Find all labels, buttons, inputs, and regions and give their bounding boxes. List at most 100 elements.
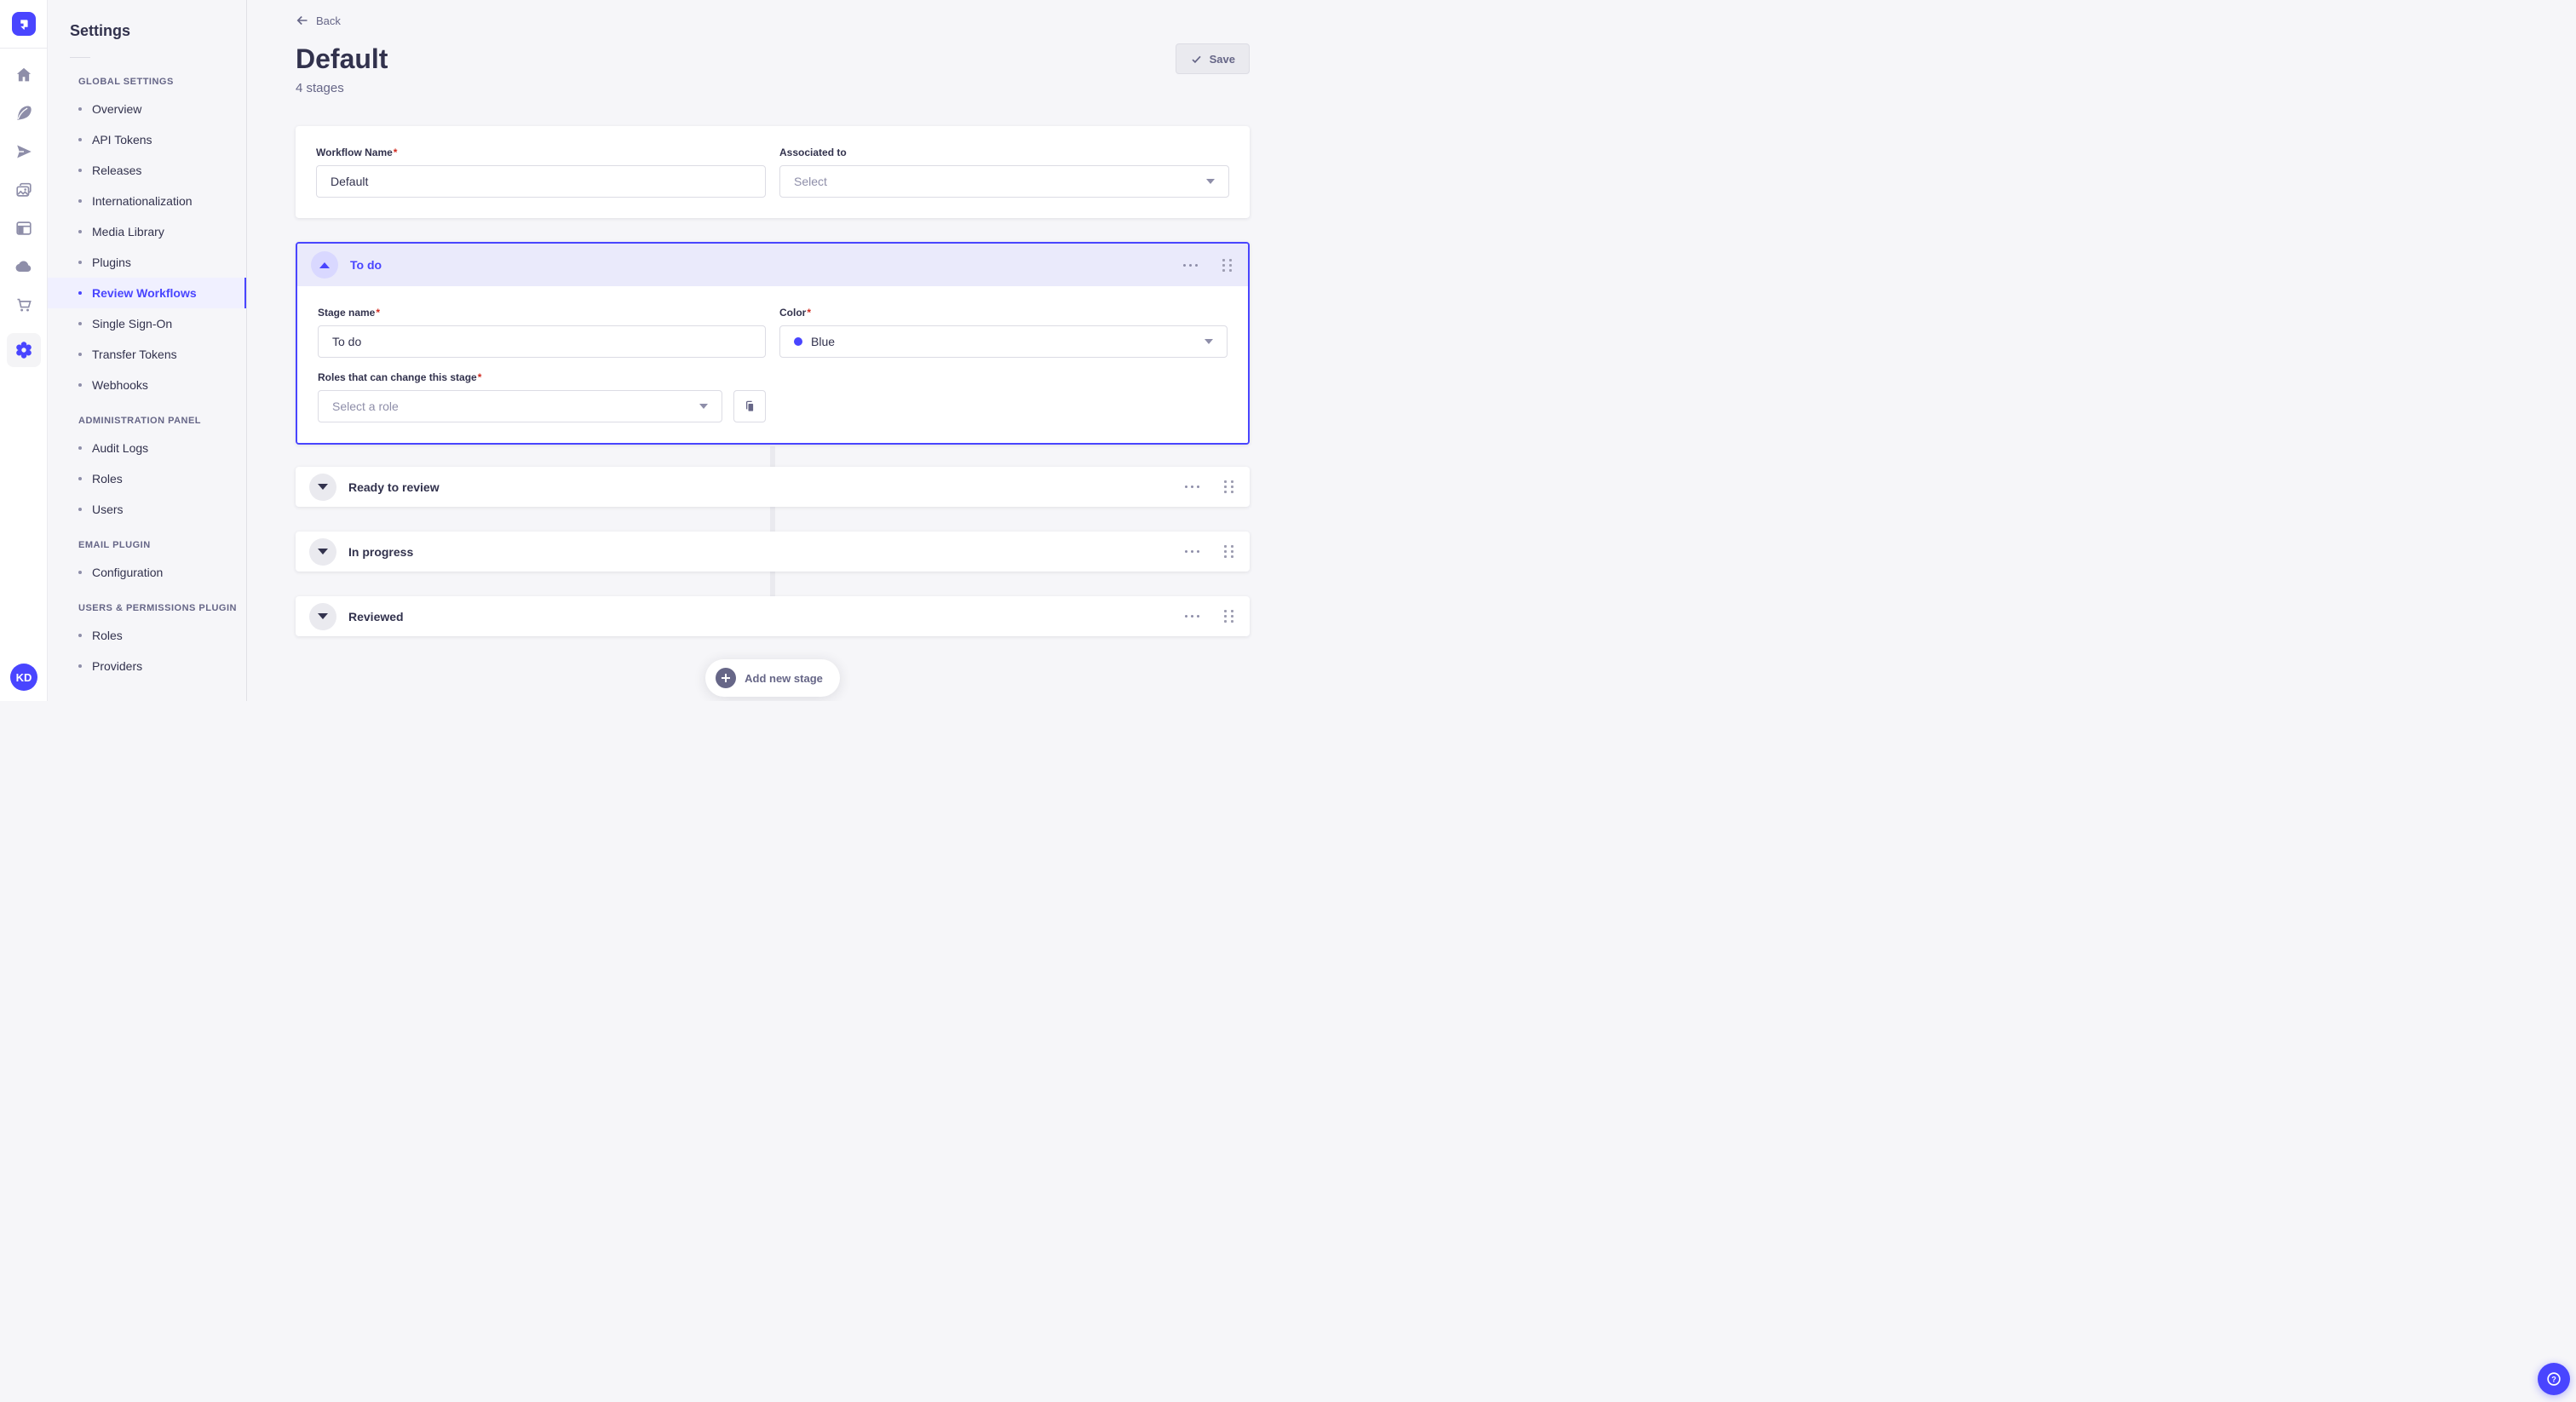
collapse-stage-button[interactable] — [311, 251, 338, 279]
subnav-item-single-sign-on[interactable]: Single Sign-On — [48, 308, 246, 339]
back-link[interactable]: Back — [296, 14, 341, 27]
subnav-divider — [70, 57, 90, 58]
stage-actions — [1180, 256, 1234, 274]
drag-handle-icon[interactable] — [1222, 607, 1236, 625]
stage-name-input[interactable] — [318, 325, 766, 358]
bullet-icon — [78, 446, 82, 450]
stage-roles-select[interactable]: Select a role — [318, 390, 722, 422]
chevron-down-icon — [318, 549, 328, 554]
subnav-item-transfer-tokens[interactable]: Transfer Tokens — [48, 339, 246, 370]
duplicate-stage-button[interactable] — [733, 390, 766, 422]
expand-stage-button[interactable] — [309, 602, 336, 630]
subnav-item-audit-logs[interactable]: Audit Logs — [48, 433, 246, 463]
help-button[interactable]: ? — [2538, 1363, 2570, 1395]
plus-icon — [716, 668, 737, 688]
releases-icon[interactable] — [14, 141, 34, 162]
stage-roles-label: Roles that can change this stage* — [318, 371, 482, 383]
save-label: Save — [1209, 52, 1235, 66]
workflow-name-label: Workflow Name* — [316, 147, 398, 158]
stage-title: Ready to review — [348, 480, 440, 494]
subnav-item-label: Roles — [92, 472, 123, 486]
settings-icon[interactable] — [6, 333, 41, 367]
subnav-item-review-workflows[interactable]: Review Workflows — [48, 278, 246, 308]
rail-divider — [0, 48, 47, 49]
associated-to-field: Associated to Select — [779, 147, 1229, 198]
stage-menu-icon[interactable] — [1182, 482, 1203, 491]
stage-color-field: Color* Blue — [779, 307, 1228, 358]
subnav-item-media-library[interactable]: Media Library — [48, 216, 246, 247]
save-button[interactable]: Save — [1175, 43, 1250, 74]
app-root: KD Settings GLOBAL SETTINGS Overview API… — [0, 0, 1288, 701]
subnav-item-label: Roles — [92, 629, 123, 642]
subnav-item-label: Review Workflows — [92, 286, 197, 300]
associated-to-placeholder: Select — [794, 175, 827, 188]
add-new-stage-button[interactable]: Add new stage — [705, 659, 840, 697]
bullet-icon — [78, 291, 82, 295]
subnav-title: Settings — [70, 22, 131, 39]
stage-color-select[interactable]: Blue — [779, 325, 1228, 358]
subnav-item-configuration[interactable]: Configuration — [48, 557, 246, 588]
workflow-name-input[interactable] — [316, 165, 766, 198]
stage-row-in-progress[interactable]: In progress — [296, 531, 1250, 572]
stage-roles-field: Roles that can change this stage* Select… — [318, 371, 766, 422]
subnav-item-label: Users — [92, 503, 124, 516]
stage-actions — [1182, 478, 1236, 496]
stage-menu-icon[interactable] — [1182, 547, 1203, 556]
content-type-builder-icon[interactable] — [14, 218, 34, 238]
stage-menu-icon[interactable] — [1180, 261, 1201, 270]
bullet-icon — [78, 322, 82, 325]
strapi-logo[interactable] — [11, 12, 36, 36]
chevron-down-icon — [1205, 339, 1213, 344]
stage-menu-icon[interactable] — [1182, 612, 1203, 621]
subnav-item-label: API Tokens — [92, 133, 152, 147]
help-icon: ? — [2547, 1372, 2561, 1386]
stage-row-reviewed[interactable]: Reviewed — [296, 596, 1250, 636]
stage-row-ready-to-review[interactable]: Ready to review — [296, 467, 1250, 507]
expand-stage-button[interactable] — [309, 537, 336, 566]
subnav-item-overview[interactable]: Overview — [48, 94, 246, 124]
subnav-item-plugins[interactable]: Plugins — [48, 247, 246, 278]
drag-handle-icon[interactable] — [1222, 478, 1236, 496]
drag-handle-icon[interactable] — [1222, 543, 1236, 560]
subnav-item-users[interactable]: Users — [48, 494, 246, 525]
associated-to-select[interactable]: Select — [779, 165, 1229, 198]
stage-header-to-do[interactable]: To do — [297, 244, 1248, 286]
chevron-down-icon — [1206, 179, 1215, 184]
chevron-down-icon — [318, 613, 328, 619]
subnav-item-webhooks[interactable]: Webhooks — [48, 370, 246, 400]
subnav-item-up-roles[interactable]: Roles — [48, 620, 246, 651]
home-icon[interactable] — [14, 65, 34, 85]
svg-text:?: ? — [2551, 1375, 2556, 1383]
content-manager-icon[interactable] — [14, 103, 34, 124]
bullet-icon — [78, 169, 82, 172]
bullet-icon — [78, 383, 82, 387]
associated-to-label: Associated to — [779, 147, 847, 158]
subnav-item-label: Overview — [92, 102, 142, 116]
subnav-item-providers[interactable]: Providers — [48, 651, 246, 681]
duplicate-icon — [745, 400, 754, 411]
subnav-item-releases[interactable]: Releases — [48, 155, 246, 186]
subnav-item-api-tokens[interactable]: API Tokens — [48, 124, 246, 155]
media-library-icon[interactable] — [14, 180, 34, 200]
required-mark: * — [807, 307, 812, 319]
marketplace-cart-icon[interactable] — [14, 295, 34, 315]
section-heading-email-plugin: EMAIL PLUGIN — [78, 540, 151, 550]
chevron-down-icon — [318, 484, 328, 490]
add-stage-label: Add new stage — [745, 671, 823, 685]
chevron-down-icon — [699, 404, 708, 409]
cloud-icon[interactable] — [14, 256, 34, 277]
stage-color-label: Color* — [779, 307, 812, 319]
expand-stage-button[interactable] — [309, 473, 336, 501]
strapi-logo-icon — [20, 20, 28, 30]
subnav-item-label: Internationalization — [92, 194, 193, 208]
subnav-item-admin-roles[interactable]: Roles — [48, 463, 246, 494]
workflow-name-field: Workflow Name* — [316, 147, 766, 198]
drag-handle-icon[interactable] — [1220, 256, 1234, 274]
subnav-item-label: Webhooks — [92, 378, 148, 392]
user-avatar[interactable]: KD — [10, 664, 37, 691]
subnav-item-label: Audit Logs — [92, 441, 149, 455]
color-swatch-blue — [794, 337, 802, 346]
subnav-item-internationalization[interactable]: Internationalization — [48, 186, 246, 216]
stage-actions — [1182, 543, 1236, 560]
page-subtitle: 4 stages — [296, 81, 344, 95]
